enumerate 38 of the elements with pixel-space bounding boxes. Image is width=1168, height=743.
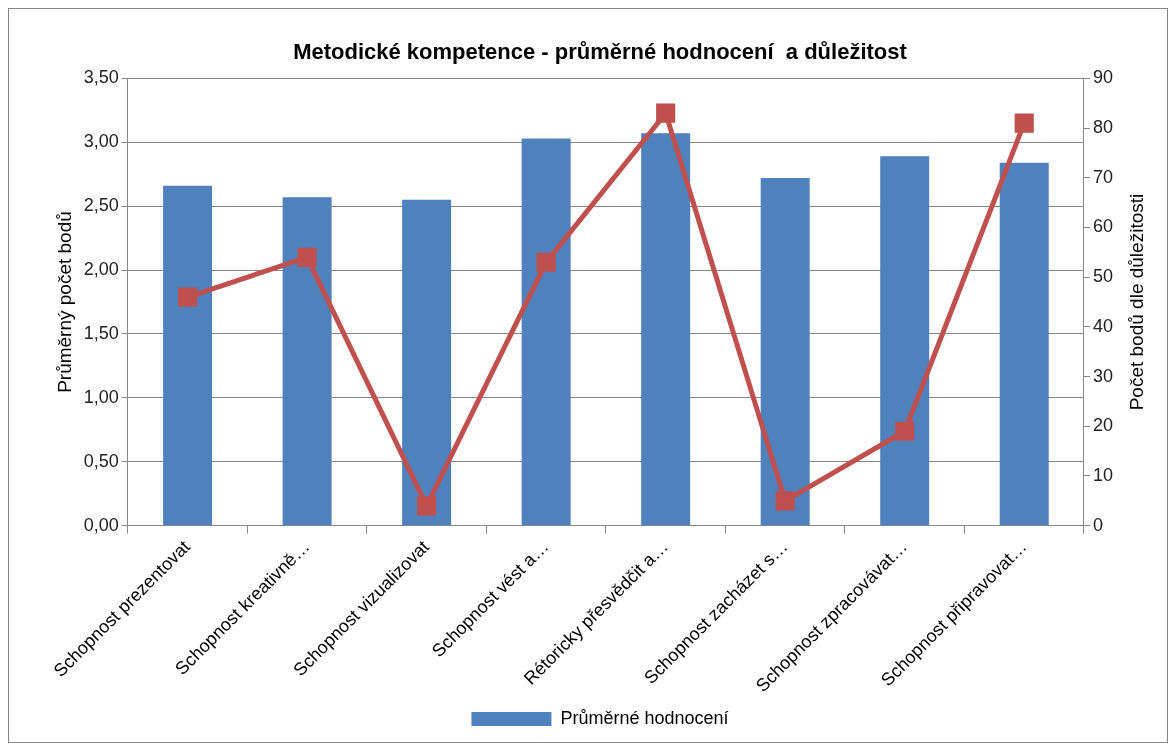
point xyxy=(656,103,676,123)
bar xyxy=(760,178,810,526)
y2-tick-label: 80 xyxy=(1092,117,1114,138)
point xyxy=(1014,113,1034,133)
y-tick-label: 2,50 xyxy=(83,195,119,216)
point xyxy=(775,491,795,511)
y-tick-label: 1,00 xyxy=(83,386,119,407)
bar xyxy=(880,156,930,526)
y2-tick-label: 60 xyxy=(1092,216,1114,237)
y-tick-label: 3,50 xyxy=(83,67,119,88)
point xyxy=(417,496,437,516)
bar xyxy=(282,197,332,526)
y-tick-label: 2,00 xyxy=(83,259,119,280)
bar xyxy=(521,138,571,526)
y2-tick-label: 10 xyxy=(1092,464,1114,485)
y2-tick-label: 20 xyxy=(1092,415,1114,436)
bar xyxy=(641,133,691,526)
y-tick-label: 1,50 xyxy=(83,322,119,343)
bar xyxy=(402,199,452,526)
y-tick-label: 3,00 xyxy=(83,131,119,152)
y-tick-label: 0,50 xyxy=(83,450,119,471)
point xyxy=(895,421,915,441)
y2-tick-label: 30 xyxy=(1092,365,1114,386)
y2-tick-label: 40 xyxy=(1092,315,1114,336)
bar xyxy=(163,185,213,526)
y2-tick-label: 90 xyxy=(1092,67,1114,88)
y2-axis-title: Počet bodů dle důležitosti xyxy=(1126,193,1148,411)
point xyxy=(536,252,556,272)
point xyxy=(297,247,317,267)
y-tick-label: 0,00 xyxy=(83,514,119,535)
y2-tick-label: 50 xyxy=(1092,266,1114,287)
y2-tick-label: 70 xyxy=(1092,166,1114,187)
y-axis-title: Průměrný počet bodů xyxy=(53,211,75,393)
chart-title: Metodické kompetence - průměrné hodnocení a důležitost xyxy=(293,39,908,65)
point xyxy=(178,287,198,307)
legend-label: Průměrné hodnocení xyxy=(560,707,729,728)
y2-tick-label: 0 xyxy=(1092,514,1103,535)
bar xyxy=(999,162,1049,526)
